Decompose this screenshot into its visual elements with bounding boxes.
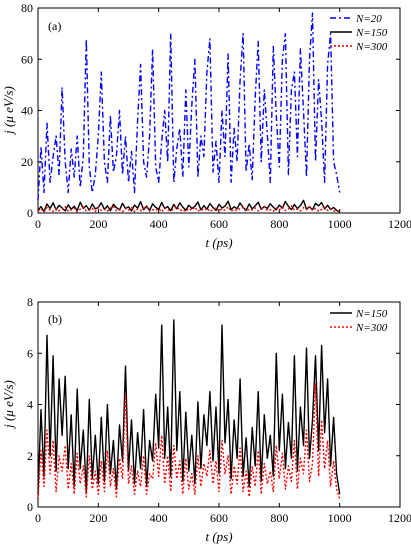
- x-tick-label: 600: [210, 511, 228, 525]
- x-tick-label: 400: [150, 217, 168, 231]
- series-line-n150: [37, 199, 340, 213]
- y-tick-label: 6: [27, 346, 33, 360]
- panel-b-label: (b): [48, 312, 62, 326]
- x-tick-label: 1000: [328, 511, 352, 525]
- y-tick-label: 4: [27, 398, 33, 412]
- x-tick-label: 800: [270, 217, 288, 231]
- x-tick-label: 0: [35, 511, 41, 525]
- panel-b-ticks: 0 200 400 600 800 1000 1200 0 2 4 6 8: [27, 295, 411, 525]
- x-tick-label: 400: [150, 511, 168, 525]
- y-tick-label: 20: [21, 155, 33, 169]
- panel-b-xlabel: t (ps): [205, 529, 232, 544]
- x-tick-label: 1200: [388, 511, 411, 525]
- panel-b: (b) 0 200 400 600 800 1000 1200 0 2 4 6 8 N=150 N=30…: [1, 295, 411, 544]
- legend-label-n150: N=150: [355, 27, 388, 39]
- series-line-n300: [37, 383, 341, 500]
- y-tick-label: 0: [27, 500, 33, 514]
- y-tick-label: 80: [21, 1, 33, 15]
- panel-a-legend: N=20 N=150 N=300: [330, 13, 388, 53]
- x-tick-label: 200: [89, 217, 107, 231]
- y-tick-label: 40: [21, 104, 33, 118]
- y-tick-label: 60: [21, 52, 33, 66]
- legend-label-n150: N=150: [355, 308, 388, 320]
- panel-b-legend: N=150 N=300: [330, 308, 388, 334]
- panel-b-series: [37, 319, 341, 500]
- legend-label-n20: N=20: [355, 13, 382, 25]
- panel-a-label: (a): [48, 19, 61, 33]
- y-tick-label: 8: [27, 295, 33, 309]
- series-line-n20: [37, 12, 341, 201]
- series-line-n150: [37, 319, 341, 495]
- legend-label-n300: N=300: [355, 322, 388, 334]
- x-tick-label: 0: [35, 217, 41, 231]
- legend-label-n300: N=300: [355, 41, 388, 53]
- x-tick-label: 200: [89, 511, 107, 525]
- panel-a-ylabel: j (μ eV/s): [1, 86, 16, 136]
- y-tick-label: 0: [27, 206, 33, 220]
- x-tick-label: 1000: [328, 217, 352, 231]
- series-line-n300: [37, 205, 340, 213]
- x-tick-label: 800: [270, 511, 288, 525]
- panel-a-series: [37, 12, 341, 213]
- y-tick-label: 2: [27, 449, 33, 463]
- panel-a-xlabel: t (ps): [205, 235, 232, 250]
- panel-a-ticks: 0 200 400 600 800 1000 1200 0 20 40 60 80: [21, 1, 411, 231]
- panel-b-ylabel: j (μ eV/s): [1, 380, 16, 430]
- x-tick-label: 600: [210, 217, 228, 231]
- x-tick-label: 1200: [388, 217, 411, 231]
